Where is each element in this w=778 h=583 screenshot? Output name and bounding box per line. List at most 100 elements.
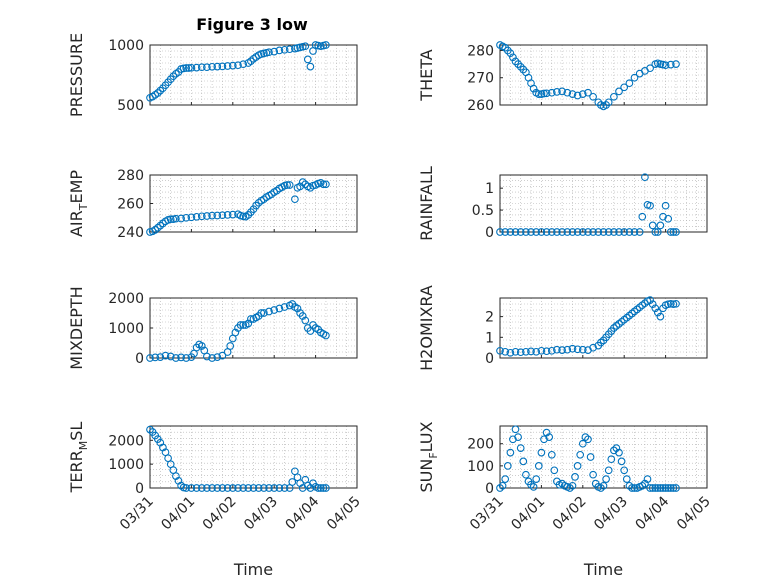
data-point [578, 228, 587, 236]
data-point [589, 470, 597, 479]
data-point [610, 92, 618, 101]
data-point [322, 484, 330, 492]
data-point [182, 213, 191, 222]
series-markers [146, 300, 330, 362]
data-point [630, 484, 639, 492]
data-point [218, 484, 227, 492]
data-point [166, 352, 175, 361]
data-point [153, 89, 162, 97]
data-point [661, 484, 670, 492]
data-point [542, 89, 551, 98]
data-point [208, 62, 216, 71]
data-point [553, 228, 561, 236]
series-markers [496, 296, 680, 357]
data-point [646, 484, 654, 492]
data-point [656, 312, 665, 321]
y-tick-label: 280 [117, 168, 144, 184]
data-point [303, 55, 312, 64]
data-point [542, 228, 551, 236]
y-tick-label: 500 [117, 98, 144, 114]
data-point [656, 484, 665, 492]
y-axis-label: H2OMIXRA [417, 285, 436, 371]
data-point [615, 448, 623, 457]
data-point [265, 307, 273, 316]
data-point [249, 484, 258, 492]
data-point [646, 64, 654, 73]
grid [500, 175, 707, 232]
data-point [265, 48, 273, 57]
data-point [527, 347, 535, 356]
data-point [514, 433, 522, 441]
y-tick-label: 270 [467, 71, 494, 87]
data-point [223, 484, 232, 492]
data-point [288, 478, 297, 486]
data-point [664, 300, 673, 309]
data-point [529, 84, 538, 93]
data-point [239, 60, 248, 69]
data-point [602, 475, 610, 483]
y-tick-label: 1000 [108, 321, 144, 337]
data-point [581, 433, 590, 441]
data-point [599, 481, 608, 490]
x-axis-label: Time [233, 560, 273, 579]
data-point [597, 484, 605, 492]
axes-frame [149, 425, 358, 489]
data-point [179, 64, 188, 73]
data-point [275, 304, 284, 313]
series-markers [496, 173, 680, 236]
data-point [270, 484, 279, 492]
data-point [197, 212, 206, 221]
data-point [265, 484, 273, 492]
grid [150, 298, 357, 358]
axes-frame [499, 174, 708, 233]
data-point [208, 211, 216, 220]
data-point [187, 213, 196, 222]
y-tick-label: 2 [485, 310, 494, 326]
y-tick-label: 2000 [108, 433, 144, 449]
data-point [646, 296, 654, 304]
x-tick-label: 03/31 [117, 494, 157, 534]
data-point [604, 466, 613, 475]
data-point [213, 484, 222, 492]
data-point [573, 91, 582, 100]
data-point [537, 346, 546, 355]
grid [150, 45, 357, 105]
data-point [197, 342, 206, 350]
data-point [563, 88, 572, 97]
data-point [628, 484, 636, 492]
data-point [234, 61, 242, 70]
data-point [669, 484, 678, 492]
data-point [247, 315, 255, 323]
data-point [260, 195, 268, 204]
y-tick-label: 100 [467, 459, 494, 475]
series-markers [496, 425, 680, 492]
data-point [208, 354, 216, 362]
x-tick-label: 04/01 [508, 494, 548, 534]
data-point [213, 353, 222, 361]
data-point [511, 347, 520, 356]
data-point [532, 347, 541, 356]
data-point [182, 484, 191, 492]
y-axis-label: SUNFLUX [417, 421, 440, 492]
subplot-airtemp: 240 260 280 AIRTEMP [67, 168, 358, 241]
data-point [532, 228, 541, 236]
data-point [666, 299, 675, 308]
y-axis-label: THETA [417, 49, 436, 101]
y-tick-label: 1 [485, 330, 494, 346]
data-point [578, 345, 587, 354]
data-point [260, 484, 268, 492]
data-point [547, 346, 556, 355]
data-point [664, 484, 673, 492]
x-tick-label: 04/05 [674, 494, 714, 534]
data-point [275, 46, 284, 55]
data-point [322, 41, 330, 49]
data-point [203, 352, 211, 361]
data-point [228, 484, 237, 492]
y-axis-label: TERRMSL [67, 422, 90, 494]
data-point [213, 211, 222, 220]
y-tick-label: 0.5 [472, 203, 494, 219]
y-axis-label: RAINFALL [417, 166, 436, 241]
data-point [501, 347, 510, 356]
y-axis-label: PRESSURE [67, 33, 86, 117]
